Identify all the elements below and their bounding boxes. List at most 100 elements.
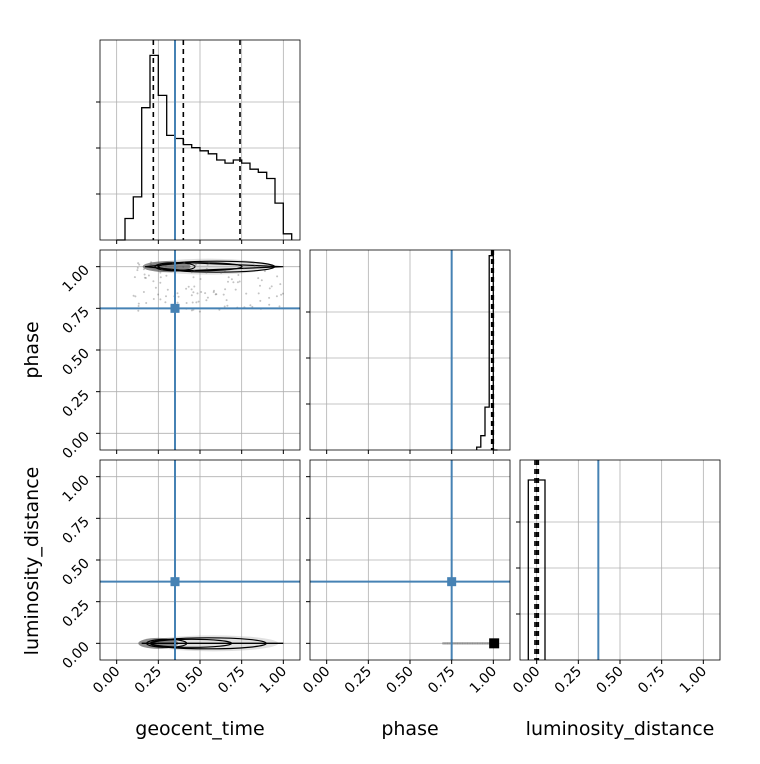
sample-point xyxy=(176,292,179,295)
y-tick-label: 0.75 xyxy=(59,514,92,547)
sample-point xyxy=(154,286,157,289)
sample-point xyxy=(177,295,180,298)
histogram-luminosity_distance xyxy=(516,460,720,660)
sample-point xyxy=(160,269,163,271)
x-tick-label: 0.75 xyxy=(635,664,668,697)
sample-point xyxy=(225,299,228,302)
sample-point xyxy=(257,292,260,295)
panel-geocent_time-phase xyxy=(100,250,300,450)
samples-geocent-phase xyxy=(132,261,284,313)
sample-point xyxy=(253,264,256,267)
sample-point xyxy=(236,281,239,284)
sample-point xyxy=(275,295,278,298)
sample-point xyxy=(165,274,168,277)
sample-point xyxy=(137,302,140,305)
y-tick-label: 1.00 xyxy=(59,262,92,295)
sample-point xyxy=(187,285,190,288)
sample-point xyxy=(198,310,201,313)
x-tick-label: 1.00 xyxy=(677,664,710,697)
sample-point xyxy=(206,263,209,266)
sample-point xyxy=(132,294,135,297)
sample-point xyxy=(138,263,141,266)
sample-point xyxy=(206,296,209,299)
sample-point xyxy=(190,294,193,297)
sample-point xyxy=(268,296,271,299)
sample-point xyxy=(149,263,152,266)
y-tick-label: 0.25 xyxy=(59,387,92,420)
sample-point xyxy=(195,301,198,304)
sample-point xyxy=(276,275,279,278)
density-geocent-time-phase xyxy=(142,258,284,275)
y-tick-label: 0.50 xyxy=(59,556,92,589)
sample-point xyxy=(208,262,210,264)
sample-point xyxy=(197,300,200,303)
sample-point xyxy=(159,298,162,301)
sample-point xyxy=(227,280,229,283)
sample-point xyxy=(205,271,208,274)
x-tick-label: 0.75 xyxy=(425,664,458,697)
xlabel-geocent-time: geocent_time xyxy=(135,718,264,740)
sample-point xyxy=(157,293,160,296)
sample-point xyxy=(190,309,193,312)
sample-point xyxy=(159,281,162,284)
truth-marker xyxy=(170,577,180,587)
x-tick-label: 0.25 xyxy=(342,664,375,697)
sample-point xyxy=(150,263,153,266)
contour-line xyxy=(144,262,284,272)
sample-point xyxy=(166,288,169,291)
sample-point xyxy=(226,304,229,307)
x-tick-label: 0.00 xyxy=(510,664,543,697)
panel-geocent_time-geocent_time xyxy=(100,40,300,240)
sample-point xyxy=(257,277,260,280)
sample-point xyxy=(150,261,153,264)
sample-point xyxy=(142,268,145,271)
sample-point xyxy=(214,293,217,296)
panel-phase-phase xyxy=(310,250,510,450)
sample-point xyxy=(234,288,237,291)
sample-point xyxy=(223,305,226,308)
sample-point xyxy=(259,284,261,287)
sample-point xyxy=(224,288,227,291)
y-tick-label: 0.75 xyxy=(59,304,92,337)
sample-point xyxy=(222,293,225,296)
sample-point xyxy=(278,305,281,308)
sample-point xyxy=(227,276,230,279)
density-peak xyxy=(489,638,500,649)
histogram-step-line xyxy=(116,54,293,241)
sample-point xyxy=(193,285,196,288)
x-tick-label: 0.50 xyxy=(173,664,206,697)
ylabel-phase: phase xyxy=(21,321,43,378)
sample-point xyxy=(205,267,208,270)
x-tick-label: 0.25 xyxy=(132,664,165,697)
sample-point xyxy=(215,293,218,296)
sample-point xyxy=(185,302,188,304)
truth-marker xyxy=(447,577,457,587)
sample-point xyxy=(263,270,266,273)
histogram-geocent_time xyxy=(96,40,300,241)
x-tick-label: 0.00 xyxy=(90,664,123,697)
sample-point xyxy=(152,298,155,300)
sample-point xyxy=(200,291,203,293)
sample-point xyxy=(205,299,208,302)
sample-point xyxy=(249,304,252,307)
sample-point xyxy=(164,265,167,268)
sample-point xyxy=(165,295,167,298)
sample-point xyxy=(232,281,235,284)
panel-geocent_time-luminosity_distance xyxy=(100,460,300,660)
panel-luminosity_distance-luminosity_distance xyxy=(520,460,720,660)
xlabel-luminosity-distance: luminosity_distance xyxy=(526,718,715,740)
sample-point xyxy=(196,292,199,295)
sample-point xyxy=(192,276,195,279)
sample-point xyxy=(143,276,146,279)
sample-point xyxy=(282,292,284,295)
sample-point xyxy=(245,292,248,295)
xlabel-phase: phase xyxy=(381,718,438,740)
truth-phase-luminosity_distance xyxy=(310,460,510,660)
sample-point xyxy=(242,267,245,270)
sample-point xyxy=(279,283,282,286)
sample-point xyxy=(182,265,185,268)
sample-point xyxy=(237,274,240,276)
x-tick-label: 0.50 xyxy=(383,664,416,697)
sample-point xyxy=(265,264,268,267)
